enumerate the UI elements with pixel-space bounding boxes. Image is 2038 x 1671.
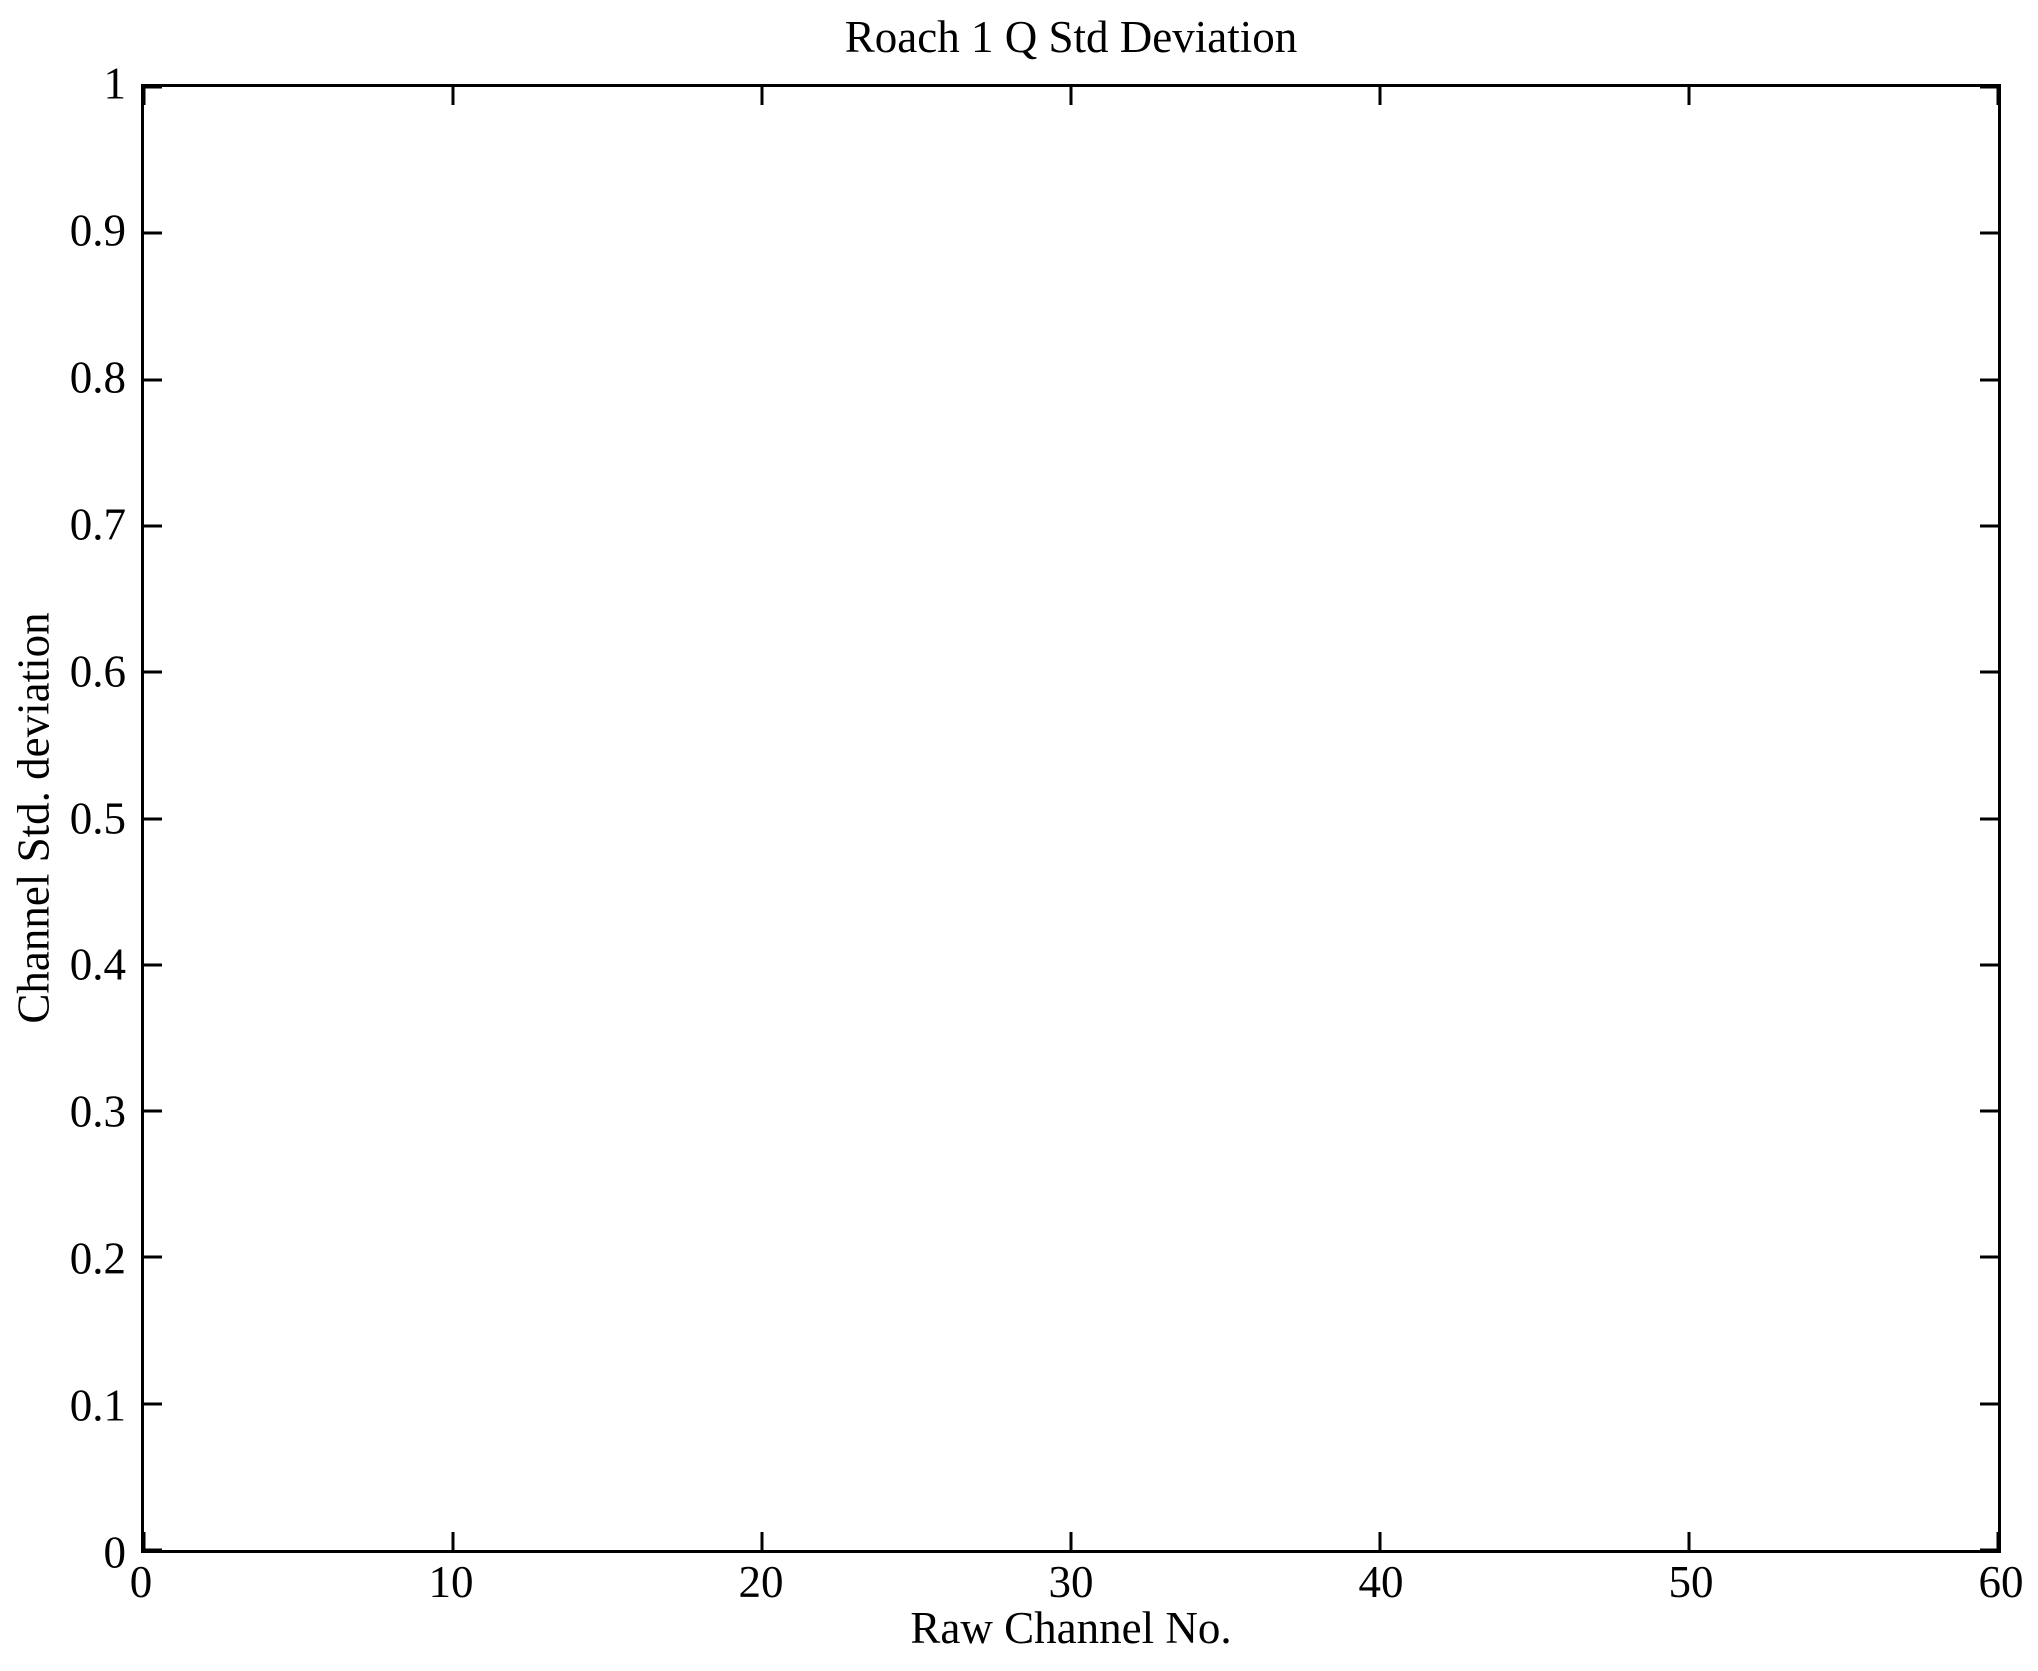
x-axis-label: Raw Channel No. [910, 1603, 1232, 1653]
y-tick-mark-right [1980, 231, 1998, 235]
y-tick-mark [144, 1402, 162, 1406]
y-tick-mark [144, 87, 162, 89]
x-tick-mark-top [144, 87, 146, 105]
x-tick-mark-top [1687, 87, 1691, 105]
x-tick-mark-top [760, 87, 764, 105]
x-tick-label: 40 [1358, 1557, 1404, 1607]
y-tick-mark-right [1980, 1109, 1998, 1113]
y-tick-label: 1 [103, 58, 127, 109]
x-tick-mark [1687, 1532, 1691, 1550]
y-tick-mark-right [1980, 670, 1998, 674]
y-tick-mark [144, 378, 162, 382]
y-tick-mark-right [1980, 87, 1998, 89]
x-tick-mark [1996, 1532, 1998, 1550]
x-tick-label: 20 [738, 1557, 784, 1607]
y-tick-mark [144, 1548, 162, 1550]
x-tick-label: 10 [428, 1557, 474, 1607]
y-tick-mark-right [1980, 817, 1998, 820]
y-tick-mark [144, 670, 162, 674]
y-tick-mark-right [1980, 1255, 1998, 1259]
y-tick-mark-right [1980, 378, 1998, 382]
x-tick-mark [760, 1532, 764, 1550]
y-tick-mark-right [1980, 1402, 1998, 1406]
y-tick-mark-right [1980, 524, 1998, 528]
x-tick-mark-top [1378, 87, 1382, 105]
y-tick-mark [144, 1255, 162, 1259]
x-tick-mark-top [1069, 87, 1073, 105]
y-tick-label: 0 [103, 1527, 127, 1578]
y-tick-mark-right [1980, 1548, 1998, 1550]
y-tick-label: 0.5 [69, 793, 126, 843]
y-tick-label: 0.1 [69, 1380, 126, 1431]
y-tick-label: 0.8 [69, 352, 126, 403]
x-tick-mark [1069, 1532, 1073, 1550]
plot-area [141, 84, 2001, 1553]
x-tick-label: 30 [1048, 1557, 1094, 1607]
y-tick-mark [144, 524, 162, 528]
x-tick-mark-top [1996, 87, 1998, 105]
y-tick-mark-right [1980, 963, 1998, 967]
y-tick-mark [144, 963, 162, 967]
y-tick-label: 0.7 [69, 499, 126, 550]
x-tick-mark [1378, 1532, 1382, 1550]
y-tick-mark [144, 231, 162, 235]
x-tick-label: 0 [129, 1557, 153, 1607]
y-tick-label: 0.9 [69, 205, 126, 256]
y-tick-label: 0.4 [69, 939, 126, 990]
y-tick-label: 0.2 [69, 1233, 126, 1284]
x-tick-mark [144, 1532, 146, 1550]
x-tick-label: 60 [1978, 1557, 2024, 1607]
y-tick-mark [144, 817, 162, 820]
chart-title: Roach 1 Q Std Deviation [844, 12, 1298, 62]
x-tick-label: 50 [1668, 1557, 1714, 1607]
x-tick-mark-top [451, 87, 455, 105]
y-tick-label: 0.6 [69, 646, 126, 697]
y-tick-mark [144, 1109, 162, 1113]
y-tick-label: 0.3 [69, 1086, 126, 1137]
x-tick-mark [451, 1532, 455, 1550]
